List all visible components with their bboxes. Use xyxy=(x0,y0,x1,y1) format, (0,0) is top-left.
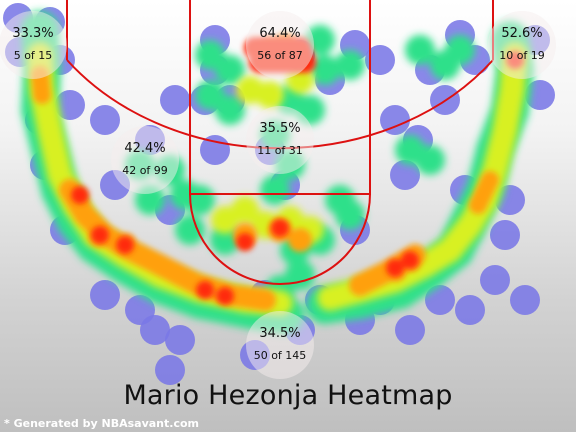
heat-blob-low xyxy=(425,285,455,315)
zone-bubble-right-corner-three: 52.6% 10 of 19 xyxy=(488,11,556,79)
zone-made-of-attempts: 10 of 19 xyxy=(499,49,545,62)
zone-percentage: 35.5% xyxy=(259,121,300,136)
zone-made-of-attempts: 50 of 145 xyxy=(254,349,307,362)
heat-blob-very-high xyxy=(33,86,51,104)
heat-blob-low xyxy=(380,105,410,135)
heat-blob-hot xyxy=(91,226,109,244)
chart-title: Mario Hezonja Heatmap xyxy=(123,380,453,411)
zone-percentage: 64.4% xyxy=(259,26,300,41)
heat-blob-low xyxy=(140,315,170,345)
heat-blob-low xyxy=(390,160,420,190)
zone-percentage: 34.5% xyxy=(259,326,300,341)
heat-blob-high xyxy=(231,196,259,224)
heat-blob-hot xyxy=(386,259,404,277)
zone-bubble-left-mid-range: 42.4% 42 of 99 xyxy=(111,126,179,194)
heat-blob-medium xyxy=(395,135,425,165)
heat-blob-low xyxy=(90,280,120,310)
heat-blob-medium xyxy=(405,35,435,65)
zone-made-of-attempts: 56 of 87 xyxy=(257,49,303,62)
heat-blob-high xyxy=(256,81,284,109)
heat-blob-very-high xyxy=(469,196,487,214)
zone-bubble-circle xyxy=(488,11,556,79)
heat-blob-hot xyxy=(401,251,419,269)
heat-blob-medium xyxy=(260,175,290,205)
zone-percentage: 33.3% xyxy=(12,26,53,41)
heat-blob-low xyxy=(455,295,485,325)
paint-lane xyxy=(189,0,371,195)
heat-blob-hot xyxy=(216,287,234,305)
heat-blob-low xyxy=(395,315,425,345)
heat-blob-low xyxy=(525,80,555,110)
zone-bubble-circle xyxy=(246,11,314,79)
zone-percentage: 42.4% xyxy=(124,141,165,156)
heat-blob-hot xyxy=(71,186,89,204)
heat-blob-low xyxy=(510,285,540,315)
zone-made-of-attempts: 5 of 15 xyxy=(14,49,53,62)
heat-blob-very-high xyxy=(288,228,312,252)
zone-bubble-circle xyxy=(111,126,179,194)
heat-blob-medium xyxy=(170,180,200,210)
zone-made-of-attempts: 42 of 99 xyxy=(122,164,168,177)
heat-blob-medium xyxy=(215,95,245,125)
heat-blob-medium xyxy=(285,260,315,290)
heat-blob-medium xyxy=(335,50,365,80)
heat-blob-hot xyxy=(271,219,289,237)
heat-blob-hot xyxy=(196,281,214,299)
heat-blob-low xyxy=(480,265,510,295)
zone-bubble-circle xyxy=(0,11,67,79)
heat-blob-medium xyxy=(310,55,340,85)
free-throw-circle xyxy=(189,193,371,285)
heat-blob-low xyxy=(490,220,520,250)
heat-blob-low xyxy=(165,325,195,355)
heat-blob-low xyxy=(55,90,85,120)
heat-blob-hot xyxy=(236,233,254,251)
zone-percentage: 52.6% xyxy=(501,26,542,41)
generated-by-credit: * Generated by NBAsavant.com xyxy=(4,417,199,430)
heat-blob-very-high xyxy=(254,289,276,311)
zone-bubble-circle xyxy=(246,106,314,174)
zone-bubble-above-break-three: 34.5% 50 of 145 xyxy=(246,311,314,379)
zone-labels: 33.3% 5 of 15 64.4% 56 of 87 52.6% 10 of 19 42… xyxy=(0,11,556,379)
heat-blob-medium xyxy=(210,225,240,255)
heat-blob-low xyxy=(160,85,190,115)
heat-blob-hot xyxy=(116,236,134,254)
zone-bubble-left-corner-three: 33.3% 5 of 15 xyxy=(0,11,67,79)
zone-bubble-paint-non-ra: 35.5% 11 of 31 xyxy=(246,106,314,174)
zone-bubble-restricted-area: 64.4% 56 of 87 xyxy=(246,11,314,79)
zone-bubble-circle xyxy=(246,311,314,379)
heat-blob-high xyxy=(317,285,343,311)
heat-blob-low xyxy=(155,355,185,385)
heat-blob-low xyxy=(90,105,120,135)
heat-blob-medium xyxy=(445,35,475,65)
heat-blob-medium xyxy=(335,200,365,230)
zone-made-of-attempts: 11 of 31 xyxy=(257,144,303,157)
heat-blob-medium xyxy=(195,40,225,70)
heat-blob-low xyxy=(365,45,395,75)
heat-blob-medium xyxy=(175,215,205,245)
